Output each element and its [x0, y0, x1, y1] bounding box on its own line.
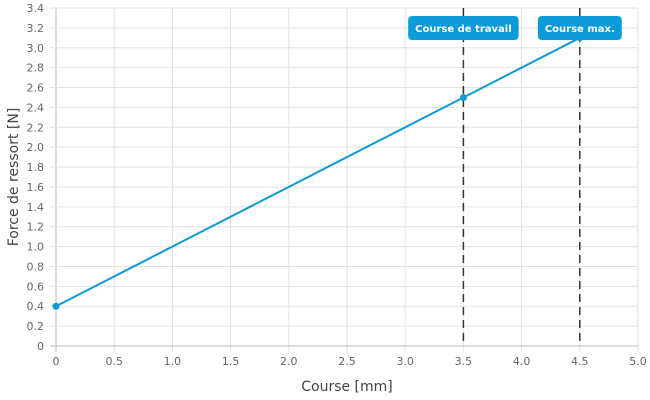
- x-tick-label: 2.5: [338, 355, 356, 368]
- series: [52, 34, 584, 310]
- annotation-badge: Course max.: [537, 16, 622, 40]
- annotations: Course de travail Course max.: [408, 8, 622, 346]
- y-tick-label: 0.2: [27, 320, 45, 333]
- x-tick-label: 4.0: [513, 355, 531, 368]
- x-tick-label: 0.5: [105, 355, 123, 368]
- y-tick-label: 1.4: [27, 201, 45, 214]
- y-tick-label: 1.6: [27, 181, 45, 194]
- annotation-box: [408, 16, 519, 40]
- x-axis-label: Course [mm]: [301, 379, 393, 395]
- y-tick-label: 2.8: [27, 62, 45, 75]
- y-tick-label: 0.8: [27, 260, 45, 273]
- x-tick-label: 5.0: [629, 355, 647, 368]
- x-tick-label: 1.5: [222, 355, 240, 368]
- annotation-box: [537, 16, 622, 40]
- y-tick-label: 3.4: [27, 2, 45, 15]
- x-axis-ticks: 0 0.5 1.0 1.5 2.0 2.5 3.0 3.5 4.0 4.5 5.0: [53, 355, 647, 368]
- y-tick-label: 1.8: [27, 161, 45, 174]
- x-tick-label: 2.0: [280, 355, 298, 368]
- x-tick-label: 3.5: [455, 355, 473, 368]
- x-tick-label: 0: [53, 355, 60, 368]
- annotation-label: Course max.: [545, 24, 615, 35]
- y-axis-ticks: 0 0.2 0.4 0.6 0.8 1.0 1.2 1.4 1.6 1.8 2.0 2.2 2.4 2.6…: [27, 2, 45, 353]
- y-tick-label: 2.4: [27, 101, 45, 114]
- y-tick-label: 1.0: [27, 241, 45, 254]
- y-tick-label: 2.2: [27, 121, 45, 134]
- data-point: [52, 302, 60, 310]
- y-tick-label: 0.6: [27, 280, 45, 293]
- x-tick-label: 4.5: [571, 355, 589, 368]
- y-tick-label: 1.2: [27, 221, 45, 234]
- y-tick-label: 3.0: [27, 42, 45, 55]
- y-axis-label: Force de ressort [N]: [6, 108, 22, 247]
- annotation-badge: Course de travail: [408, 16, 519, 40]
- annotation-label: Course de travail: [415, 24, 511, 35]
- data-point: [459, 93, 467, 101]
- x-tick-label: 1.0: [164, 355, 182, 368]
- y-tick-label: 3.2: [27, 22, 45, 35]
- y-tick-label: 0: [37, 340, 44, 353]
- data-point: [576, 34, 584, 42]
- x-tick-label: 3.0: [396, 355, 414, 368]
- y-tick-label: 2.0: [27, 141, 45, 154]
- y-tick-label: 0.4: [27, 300, 45, 313]
- grid: [50, 7, 639, 352]
- y-tick-label: 2.6: [27, 82, 45, 95]
